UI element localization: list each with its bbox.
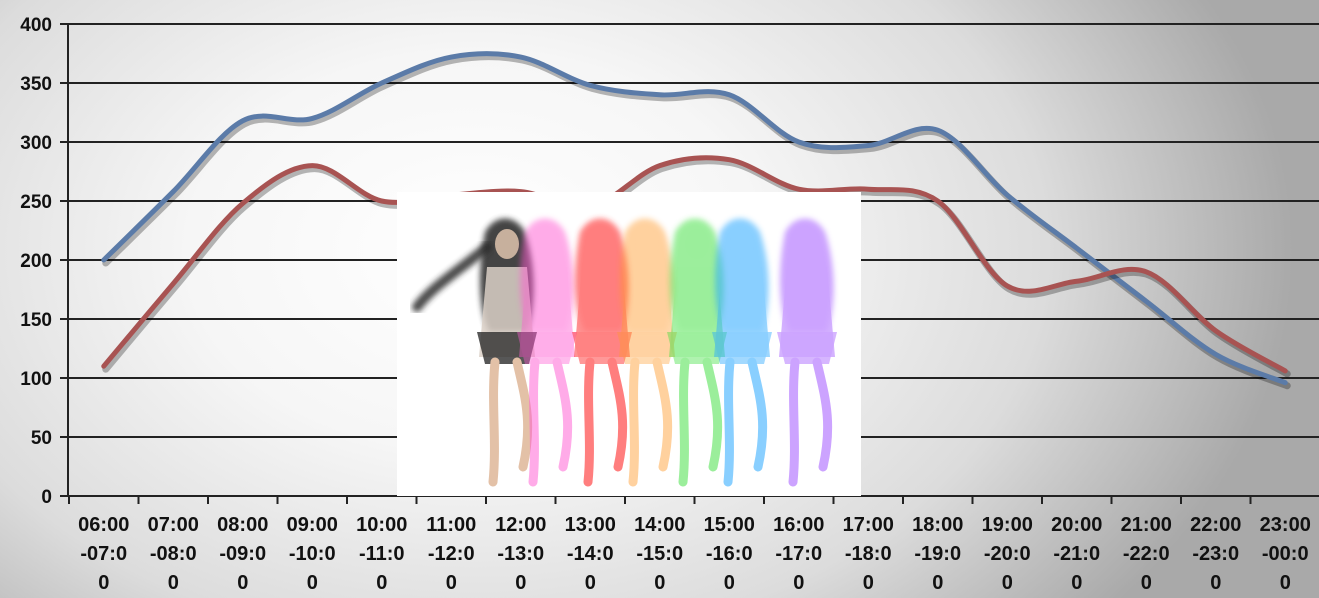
dancer-figure — [517, 218, 577, 487]
y-tick-label: 50 — [31, 428, 52, 449]
dancer-figure — [477, 218, 537, 487]
x-tick-label: 23:00 -00:0 0 — [1260, 514, 1311, 594]
x-tick-label: 21:00 -22:0 0 — [1121, 514, 1172, 594]
series-line-shadow — [102, 157, 1291, 378]
x-tick-label: 08:00 -09:0 0 — [217, 514, 268, 594]
x-tick-label: 19:00 -20:0 0 — [982, 514, 1033, 594]
y-tick-label: 200 — [20, 251, 52, 272]
x-tick-label: 14:00 -15:0 0 — [634, 514, 685, 594]
x-tick-label: 12:00 -13:0 0 — [495, 514, 546, 594]
x-tick-label: 22:00 -23:0 0 — [1190, 514, 1241, 594]
x-axis — [67, 24, 1319, 504]
series-line-2 — [101, 155, 1288, 374]
y-tick-label: 300 — [20, 133, 52, 154]
x-tick-label: 16:00 -17:0 0 — [773, 514, 824, 594]
y-tick-label: 150 — [20, 310, 52, 331]
dancers-illustration — [412, 218, 837, 487]
x-tick-label: 07:00 -08:0 0 — [148, 514, 199, 594]
x-tick-label: 11:00 -12:0 0 — [426, 514, 476, 594]
y-tick-label: 350 — [20, 74, 52, 95]
x-tick-label: 09:00 -10:0 0 — [287, 514, 338, 594]
x-tick-label: 20:00 -21:0 0 — [1051, 514, 1102, 594]
dancer-figure — [617, 218, 677, 487]
x-axis-tick-labels: 06:00 -07:0 0 07:00 -08:0 0 08:00 -09:0 0 09:00 -1… — [78, 514, 1311, 594]
y-tick-label: 0 — [41, 487, 52, 508]
x-tick-label: 10:00 -11:0 0 — [356, 514, 407, 594]
x-tick-label: 17:00 -18:0 0 — [843, 514, 894, 594]
y-tick-label: 250 — [20, 192, 52, 213]
rainbow-dancers-image — [397, 192, 861, 496]
x-tick-label: 15:00 -16:0 0 — [704, 514, 755, 594]
dancer-figure — [572, 218, 632, 487]
series-lines — [101, 51, 1291, 390]
dancer-figure — [712, 218, 772, 487]
x-tick-label: 06:00 -07:0 0 — [78, 514, 129, 594]
y-tick-label: 100 — [20, 369, 52, 390]
series-line-1 — [101, 51, 1288, 386]
hair-streak — [412, 242, 492, 312]
x-tick-label: 18:00 -19:0 0 — [912, 514, 963, 594]
x-tick-label: 13:00 -14:0 0 — [565, 514, 616, 594]
y-axis-tick-labels: 0 50 100 150 200 250 300 350 400 — [20, 15, 52, 508]
dancer-figure — [777, 218, 837, 487]
dancer-figure — [667, 218, 727, 487]
y-tick-label: 400 — [20, 15, 52, 36]
